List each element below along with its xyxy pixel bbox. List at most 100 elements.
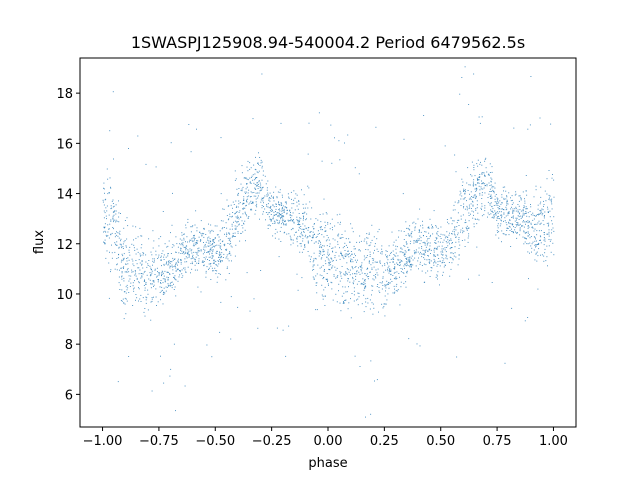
data-point — [280, 202, 282, 204]
data-point — [374, 261, 376, 263]
data-point — [267, 203, 269, 205]
data-point — [324, 286, 326, 288]
data-point — [256, 203, 258, 205]
data-point — [252, 179, 254, 181]
data-point — [315, 275, 317, 277]
data-point — [501, 196, 503, 198]
data-point — [423, 241, 425, 243]
data-point — [271, 209, 273, 211]
data-point — [141, 244, 143, 246]
data-point — [111, 200, 113, 202]
data-point — [421, 270, 423, 272]
data-point — [327, 249, 329, 251]
data-point — [427, 255, 429, 256]
data-point — [449, 248, 451, 250]
data-point — [167, 264, 169, 266]
data-point — [331, 248, 333, 249]
data-point — [171, 285, 173, 287]
data-point — [228, 260, 230, 262]
data-point — [440, 251, 442, 253]
data-point — [508, 221, 510, 223]
data-point — [522, 212, 524, 214]
data-point — [458, 254, 460, 256]
data-point — [278, 209, 280, 211]
data-point — [131, 269, 133, 271]
data-point — [535, 253, 537, 255]
data-point — [211, 229, 213, 231]
data-point — [527, 225, 529, 227]
data-point — [125, 263, 127, 265]
data-point — [122, 298, 124, 300]
data-point — [486, 183, 488, 185]
data-point — [527, 128, 529, 130]
data-point — [153, 296, 154, 298]
data-point — [363, 281, 365, 283]
data-point — [417, 251, 419, 253]
data-point — [111, 252, 113, 254]
data-point — [144, 287, 146, 289]
data-point — [365, 301, 367, 303]
data-point — [512, 202, 514, 204]
data-point — [226, 268, 228, 269]
data-point — [301, 251, 303, 253]
data-point — [365, 306, 367, 308]
data-point — [438, 245, 440, 247]
x-tick-label: −0.25 — [252, 434, 292, 449]
data-point — [502, 186, 504, 188]
data-point — [457, 264, 459, 266]
data-point — [499, 208, 500, 210]
data-point — [441, 262, 443, 264]
data-point — [255, 195, 257, 197]
data-point — [150, 269, 152, 271]
data-point — [141, 261, 143, 263]
data-point — [414, 253, 416, 255]
data-point — [548, 245, 550, 247]
data-point — [355, 255, 356, 257]
data-point — [438, 258, 440, 259]
data-point — [125, 271, 127, 273]
data-point — [548, 235, 550, 237]
data-point — [124, 297, 126, 299]
data-point — [381, 265, 383, 267]
data-point — [324, 227, 326, 229]
data-point — [249, 202, 251, 204]
data-point — [306, 237, 308, 239]
data-point — [226, 215, 228, 216]
data-point — [423, 253, 425, 255]
data-point — [169, 284, 171, 286]
data-point — [408, 259, 410, 261]
data-point — [525, 231, 527, 233]
data-point — [133, 287, 135, 289]
data-point — [467, 241, 469, 243]
data-point — [177, 260, 179, 262]
data-point — [452, 209, 454, 211]
data-point — [476, 187, 478, 189]
data-point — [406, 227, 408, 229]
data-point — [218, 263, 220, 265]
data-point — [246, 198, 248, 200]
data-point — [285, 201, 287, 203]
data-point — [345, 274, 347, 276]
data-point — [227, 205, 229, 207]
data-point — [291, 239, 293, 241]
data-point — [185, 245, 187, 247]
data-point — [369, 308, 371, 310]
data-point — [232, 201, 234, 203]
data-point — [216, 253, 218, 254]
data-point — [359, 241, 360, 243]
data-point — [505, 198, 507, 200]
data-point — [521, 215, 523, 217]
data-point — [309, 235, 311, 237]
data-point — [446, 255, 448, 257]
data-point — [193, 251, 195, 253]
data-point — [328, 268, 330, 270]
data-point — [470, 198, 472, 200]
data-point — [194, 258, 196, 260]
data-point — [547, 233, 549, 235]
data-point — [261, 167, 263, 169]
data-point — [168, 260, 170, 262]
data-point — [187, 221, 189, 223]
data-point — [229, 237, 231, 239]
data-point — [479, 192, 481, 194]
data-point — [404, 252, 406, 254]
